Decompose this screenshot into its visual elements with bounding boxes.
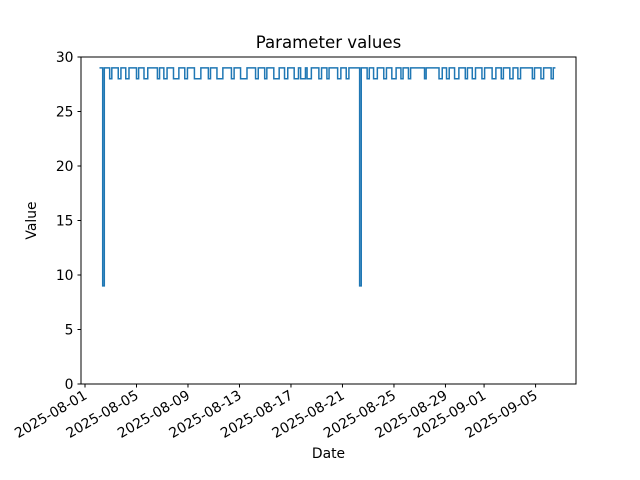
y-tick-label: 5 — [65, 323, 74, 339]
series-line-parameter-values — [99, 67, 556, 287]
y-tick-label: 0 — [65, 377, 74, 393]
plot-border — [80, 56, 577, 385]
y-tick-label: 25 — [56, 105, 74, 121]
x-axis-label: Date — [312, 446, 345, 462]
data-series — [99, 67, 556, 287]
y-tick-label: 30 — [56, 50, 74, 66]
y-axis-label: Value — [24, 201, 40, 239]
y-tick-label: 10 — [56, 268, 74, 284]
axis-ticks: 0510152025302025-08-012025-08-052025-08-… — [12, 50, 541, 442]
y-tick-label: 15 — [56, 214, 74, 230]
chart-title: Parameter values — [256, 33, 402, 52]
y-tick-label: 20 — [56, 159, 74, 175]
